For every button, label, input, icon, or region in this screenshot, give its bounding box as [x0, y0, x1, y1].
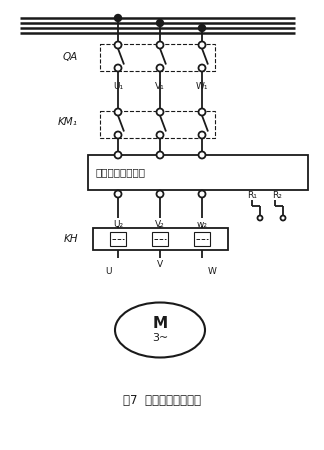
Text: W: W	[208, 267, 217, 276]
Text: U₂: U₂	[113, 220, 123, 229]
Text: w₂: w₂	[196, 220, 207, 229]
Circle shape	[114, 190, 122, 198]
Text: V: V	[157, 260, 163, 269]
Text: W₁: W₁	[196, 82, 208, 91]
Circle shape	[199, 190, 205, 198]
Bar	[93, 228, 228, 250]
Circle shape	[199, 152, 205, 158]
Ellipse shape	[115, 302, 205, 357]
Circle shape	[114, 131, 122, 139]
Circle shape	[199, 64, 205, 72]
Bar	[100, 111, 215, 138]
Text: R₁: R₁	[247, 191, 257, 200]
Bar	[110, 232, 126, 246]
Bar	[100, 44, 215, 71]
Circle shape	[199, 41, 205, 49]
Circle shape	[156, 131, 164, 139]
Circle shape	[114, 64, 122, 72]
Text: R₂: R₂	[272, 191, 282, 200]
Text: U: U	[106, 267, 112, 276]
Circle shape	[156, 190, 164, 198]
Text: QA: QA	[63, 52, 78, 62]
Circle shape	[156, 64, 164, 72]
Text: V₁: V₁	[155, 82, 165, 91]
Circle shape	[156, 152, 164, 158]
Circle shape	[199, 131, 205, 139]
Circle shape	[199, 24, 205, 32]
Circle shape	[156, 41, 164, 49]
Circle shape	[114, 108, 122, 116]
Circle shape	[156, 108, 164, 116]
Circle shape	[114, 152, 122, 158]
Text: KH: KH	[64, 234, 78, 244]
Circle shape	[258, 216, 262, 220]
Bar	[194, 232, 210, 246]
Text: 图7  不带旁路的一次图: 图7 不带旁路的一次图	[123, 393, 201, 406]
Text: 3~: 3~	[152, 333, 168, 343]
Circle shape	[199, 108, 205, 116]
Circle shape	[114, 41, 122, 49]
Text: 电动机软启动装置: 电动机软启动装置	[96, 167, 146, 177]
Circle shape	[114, 14, 122, 22]
Circle shape	[156, 19, 164, 27]
Text: KM₁: KM₁	[58, 117, 78, 127]
Bar	[88, 155, 308, 190]
Circle shape	[281, 216, 285, 220]
Text: U₁: U₁	[113, 82, 123, 91]
Text: V₂: V₂	[155, 220, 165, 229]
Bar	[152, 232, 168, 246]
Text: M: M	[152, 316, 168, 332]
